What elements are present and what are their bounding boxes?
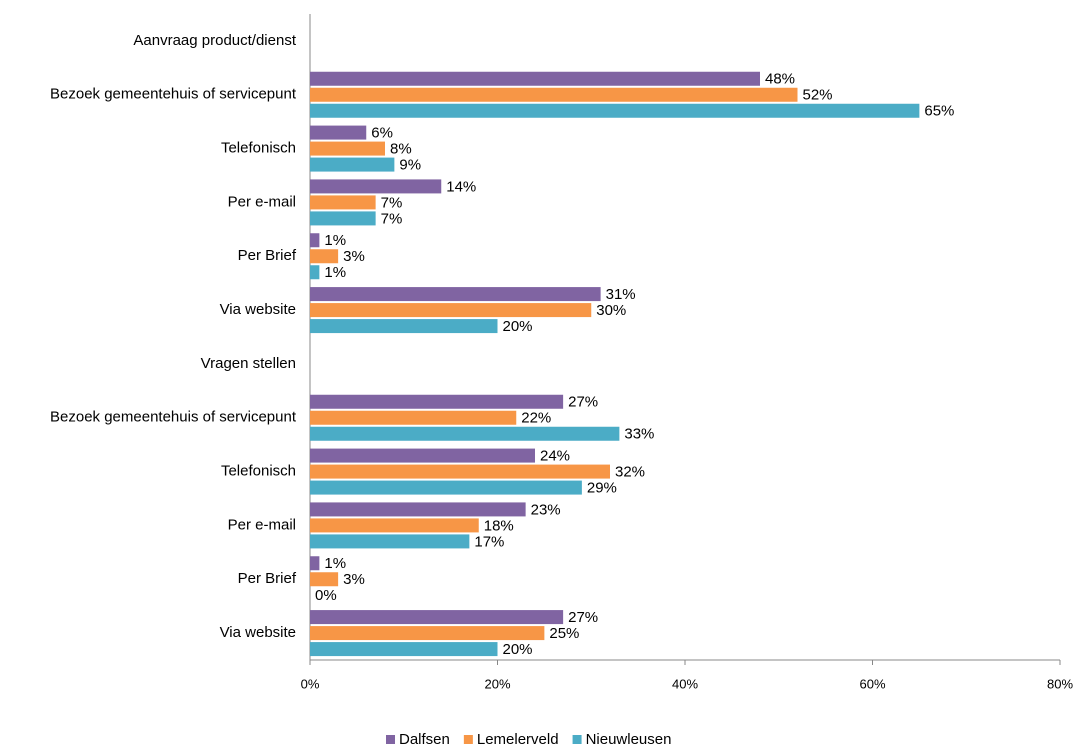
bar bbox=[310, 642, 498, 657]
bar bbox=[310, 303, 592, 318]
data-label: 1% bbox=[324, 232, 346, 249]
data-label: 3% bbox=[343, 571, 365, 588]
x-tick-label: 60% bbox=[859, 676, 885, 691]
y-tick-label: Per e-mail bbox=[228, 193, 296, 210]
data-label: 48% bbox=[765, 71, 795, 88]
x-tick-label: 40% bbox=[672, 676, 698, 691]
bar bbox=[310, 233, 320, 248]
data-label: 23% bbox=[531, 501, 561, 518]
legend-swatch bbox=[463, 735, 473, 744]
y-tick-label: Bezoek gemeentehuis of servicepunt bbox=[50, 86, 297, 103]
data-label: 31% bbox=[606, 286, 636, 303]
data-label: 20% bbox=[503, 318, 533, 335]
bar bbox=[310, 448, 535, 463]
data-label: 7% bbox=[381, 210, 403, 227]
data-label: 52% bbox=[803, 87, 833, 104]
bar bbox=[310, 211, 376, 226]
bar bbox=[310, 610, 564, 625]
bar bbox=[310, 265, 320, 280]
bar bbox=[310, 572, 339, 587]
data-label: 27% bbox=[568, 609, 598, 626]
data-label: 24% bbox=[540, 448, 570, 465]
data-label: 22% bbox=[521, 410, 551, 427]
bar bbox=[310, 103, 920, 118]
bar bbox=[310, 141, 385, 156]
data-label: 0% bbox=[315, 587, 337, 604]
bar bbox=[310, 626, 545, 641]
x-tick-label: 0% bbox=[301, 676, 320, 691]
data-label: 6% bbox=[371, 125, 393, 142]
bar bbox=[310, 157, 395, 172]
data-label: 20% bbox=[503, 641, 533, 658]
y-tick-label: Via website bbox=[220, 301, 296, 318]
legend-label: Nieuwleusen bbox=[586, 731, 672, 747]
y-tick-label: Per Brief bbox=[238, 247, 297, 264]
bar bbox=[310, 480, 582, 495]
legend-swatch bbox=[386, 735, 395, 744]
bar bbox=[310, 534, 470, 549]
bar bbox=[310, 410, 517, 425]
data-label: 1% bbox=[324, 555, 346, 572]
bar bbox=[310, 394, 564, 409]
bar bbox=[310, 518, 479, 533]
bar bbox=[310, 319, 498, 334]
data-label: 25% bbox=[549, 625, 579, 642]
data-label: 9% bbox=[399, 157, 421, 174]
y-tick-label: Aanvraag product/dienst bbox=[133, 32, 296, 49]
data-label: 30% bbox=[596, 302, 626, 319]
bar bbox=[310, 502, 526, 517]
data-label: 29% bbox=[587, 480, 617, 497]
y-tick-label: Bezoek gemeentehuis of servicepunt bbox=[50, 409, 297, 426]
bar bbox=[310, 249, 339, 264]
bar bbox=[310, 556, 320, 571]
data-label: 18% bbox=[484, 517, 514, 534]
data-label: 65% bbox=[924, 103, 954, 120]
bar bbox=[310, 87, 798, 102]
bar bbox=[310, 179, 442, 194]
data-label: 3% bbox=[343, 248, 365, 265]
data-label: 27% bbox=[568, 394, 598, 411]
data-label: 33% bbox=[624, 426, 654, 443]
bar bbox=[310, 464, 610, 479]
y-tick-label: Via website bbox=[220, 624, 296, 641]
bar bbox=[310, 287, 601, 302]
legend-label: Lemelerveld bbox=[477, 731, 559, 747]
y-tick-label: Telefonisch bbox=[221, 140, 296, 157]
y-tick-label: Telefonisch bbox=[221, 463, 296, 480]
x-tick-label: 80% bbox=[1047, 676, 1073, 691]
y-tick-label: Per Brief bbox=[238, 570, 297, 587]
data-label: 8% bbox=[390, 141, 412, 158]
y-tick-label: Per e-mail bbox=[228, 516, 296, 533]
bar bbox=[310, 71, 760, 86]
data-label: 7% bbox=[381, 194, 403, 211]
bar bbox=[310, 195, 376, 210]
x-tick-label: 20% bbox=[484, 676, 510, 691]
data-label: 1% bbox=[324, 264, 346, 281]
y-tick-label: Vragen stellen bbox=[201, 355, 296, 372]
bar bbox=[310, 125, 367, 140]
legend-swatch bbox=[572, 735, 582, 744]
legend-label: Dalfsen bbox=[399, 731, 450, 747]
bar bbox=[310, 426, 620, 441]
data-label: 14% bbox=[446, 178, 476, 195]
data-label: 32% bbox=[615, 464, 645, 481]
data-label: 17% bbox=[474, 533, 504, 550]
